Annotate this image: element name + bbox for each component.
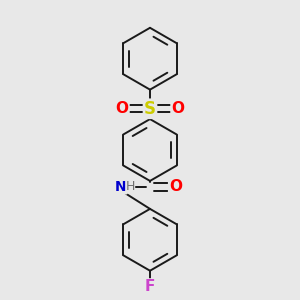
Text: H: H [126,180,135,193]
Text: O: O [172,101,184,116]
Text: S: S [144,100,156,118]
Text: O: O [169,179,182,194]
Text: O: O [116,101,128,116]
Text: N: N [115,180,127,194]
Text: F: F [145,279,155,294]
